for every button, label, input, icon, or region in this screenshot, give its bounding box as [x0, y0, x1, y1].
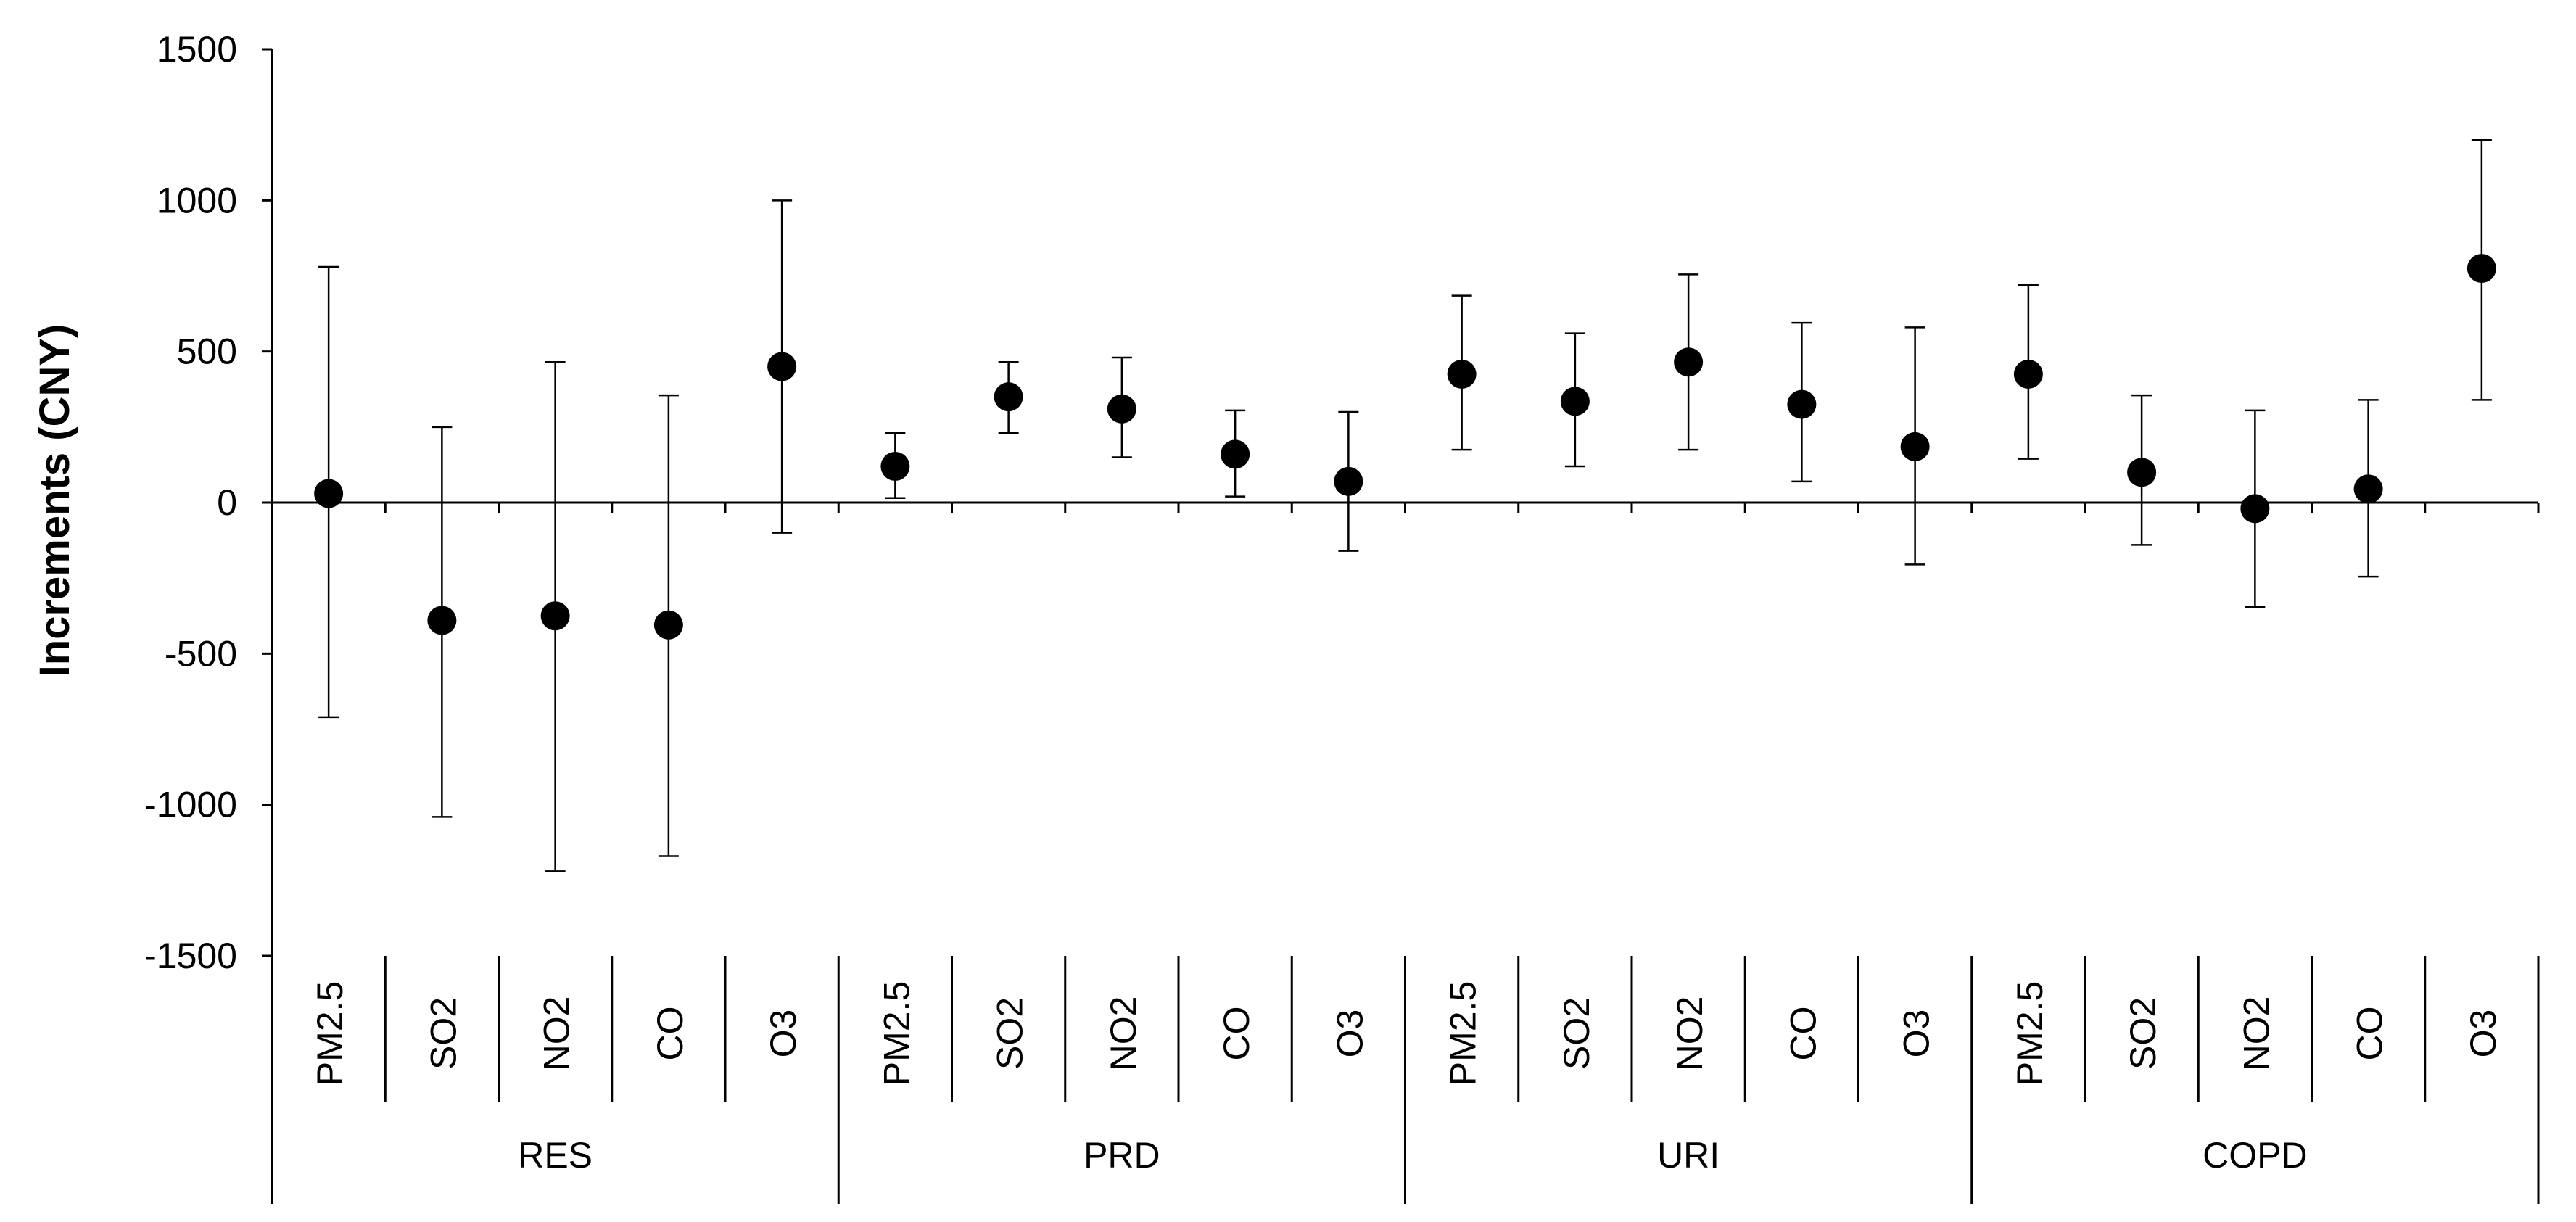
data-point	[1334, 466, 1363, 496]
data-point	[1221, 439, 1250, 469]
category-label: SO2	[2123, 997, 2163, 1070]
category-label: CO	[1783, 1007, 1823, 1061]
group-label: URI	[1657, 1135, 1720, 1176]
category-label: PM2.5	[1443, 981, 1484, 1086]
y-tick-label: 0	[217, 482, 237, 523]
category-label: PM2.5	[2010, 981, 2050, 1086]
data-point	[1674, 347, 1704, 377]
data-points	[314, 254, 2496, 640]
category-label: NO2	[537, 996, 577, 1071]
category-label: SO2	[423, 997, 463, 1070]
data-point	[880, 452, 910, 481]
data-point	[2127, 458, 2157, 487]
data-point	[767, 352, 797, 381]
data-point	[2013, 359, 2043, 389]
group-label: RES	[518, 1135, 593, 1176]
group-label: PRD	[1083, 1135, 1160, 1176]
y-tick-label: -500	[165, 633, 237, 674]
category-label: O3	[1896, 1010, 1937, 1058]
y-tick-label: -1500	[144, 936, 237, 976]
data-point	[1447, 359, 1477, 389]
category-label: SO2	[1556, 997, 1597, 1070]
data-point	[2240, 494, 2270, 524]
data-point	[994, 382, 1023, 412]
category-label: CO	[2350, 1007, 2390, 1061]
data-point	[427, 606, 457, 635]
category-label: PM2.5	[876, 981, 917, 1086]
category-label: CO	[1216, 1007, 1257, 1061]
category-label: NO2	[1669, 996, 1710, 1071]
data-point	[1900, 432, 1930, 461]
x-axis	[271, 501, 2540, 513]
category-label: O3	[2463, 1010, 2503, 1058]
y-tick-label: 500	[177, 331, 237, 372]
y-tick-label: 1000	[157, 180, 237, 220]
category-label: NO2	[1103, 996, 1144, 1071]
data-point	[2353, 474, 2383, 504]
category-label: NO2	[2236, 996, 2276, 1071]
group-label: COPD	[2203, 1135, 2307, 1176]
category-label: SO2	[990, 997, 1031, 1070]
data-point	[1107, 394, 1136, 424]
category-label: PM2.5	[310, 981, 350, 1086]
y-axis-title: Increments (CNY)	[31, 324, 78, 677]
category-label: O3	[1329, 1010, 1370, 1058]
category-label: O3	[763, 1010, 804, 1058]
data-point	[653, 610, 683, 640]
y-tick-label: 1500	[157, 29, 237, 70]
data-point	[1787, 389, 1817, 419]
y-tick-label: -1000	[144, 785, 237, 825]
category-label: CO	[650, 1007, 690, 1061]
category-axis: PM2.5 SO2 NO2 CO O3 PM2.5 SO2 NO2 CO O3 PM2.5 SO2 NO…	[271, 956, 2540, 1204]
data-point	[1560, 387, 1590, 416]
data-point	[2466, 254, 2496, 284]
data-point	[540, 601, 570, 631]
data-point	[314, 479, 344, 508]
y-axis: 1500 1000 500 0 -500 -1000 -1500	[144, 29, 273, 976]
